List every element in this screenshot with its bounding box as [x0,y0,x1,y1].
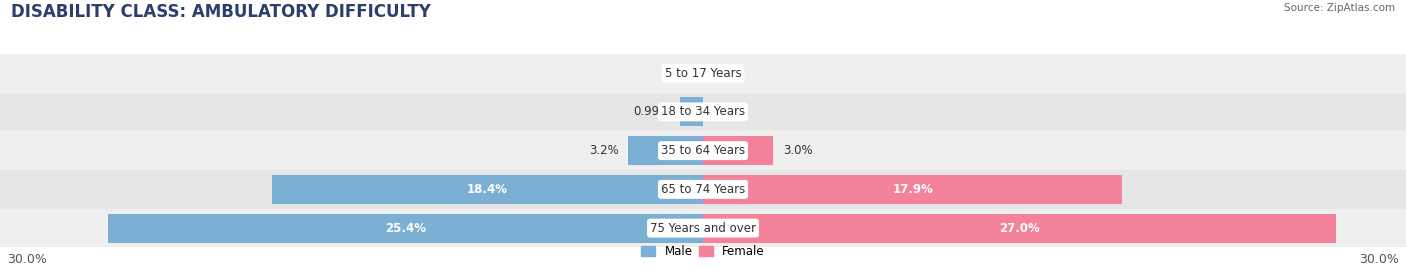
Text: 0.99%: 0.99% [633,105,671,118]
Text: DISABILITY CLASS: AMBULATORY DIFFICULTY: DISABILITY CLASS: AMBULATORY DIFFICULTY [11,3,432,21]
Legend: Male, Female: Male, Female [637,241,769,263]
Bar [108,214,703,243]
Text: 17.9%: 17.9% [893,183,934,196]
Bar [703,175,1122,204]
Text: 18.4%: 18.4% [467,183,508,196]
Text: 27.0%: 27.0% [1000,222,1039,235]
Text: 0.0%: 0.0% [713,105,742,118]
Bar [271,175,703,204]
Bar [0,170,1406,209]
Bar [0,131,1406,170]
Text: Source: ZipAtlas.com: Source: ZipAtlas.com [1284,3,1395,13]
Text: 3.2%: 3.2% [589,144,619,157]
Text: 75 Years and over: 75 Years and over [650,222,756,235]
Bar [681,97,703,126]
Text: 0.0%: 0.0% [713,67,742,80]
Text: 25.4%: 25.4% [385,222,426,235]
Text: 30.0%: 30.0% [7,253,46,266]
Bar [628,136,703,165]
Text: 3.0%: 3.0% [783,144,813,157]
Text: 30.0%: 30.0% [1360,253,1399,266]
Bar [0,209,1406,247]
Bar [0,93,1406,131]
Text: 18 to 34 Years: 18 to 34 Years [661,105,745,118]
Text: 35 to 64 Years: 35 to 64 Years [661,144,745,157]
Bar [0,54,1406,93]
Text: 65 to 74 Years: 65 to 74 Years [661,183,745,196]
Bar [703,136,773,165]
Bar [703,214,1336,243]
Text: 0.0%: 0.0% [664,67,693,80]
Text: 5 to 17 Years: 5 to 17 Years [665,67,741,80]
